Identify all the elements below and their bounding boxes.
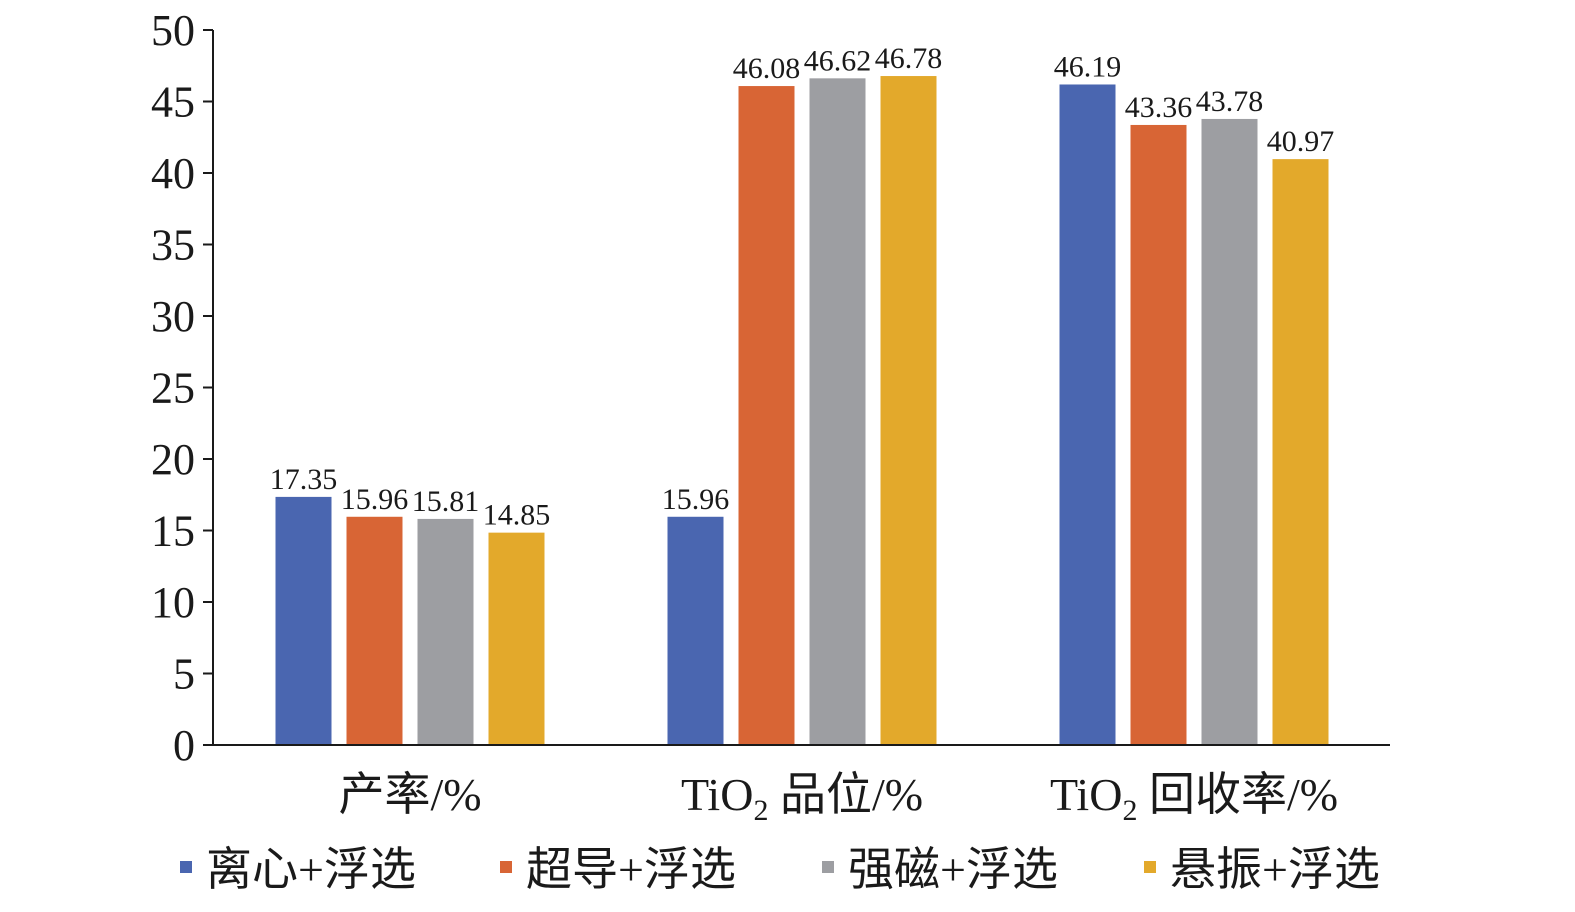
legend-label: 强磁+浮选 bbox=[848, 844, 1058, 895]
legend-swatch bbox=[1144, 861, 1156, 873]
bar bbox=[1201, 118, 1258, 746]
data-label: 46.78 bbox=[875, 42, 943, 75]
legend-label: 离心+浮选 bbox=[206, 844, 416, 895]
data-label: 46.19 bbox=[1054, 50, 1122, 83]
x-category-label: 产率/% bbox=[338, 769, 481, 820]
data-label: 40.97 bbox=[1267, 125, 1335, 158]
x-category-labels: 产率/% TiO2 品位/% TiO2 回收率/% bbox=[338, 769, 1338, 827]
data-label: 43.78 bbox=[1196, 85, 1264, 118]
y-tick-label: 40 bbox=[151, 149, 195, 198]
y-tick-label: 15 bbox=[151, 507, 195, 556]
y-tick-label: 20 bbox=[151, 435, 195, 484]
category-label-text: 回收率/% bbox=[1137, 769, 1338, 820]
bar bbox=[880, 76, 937, 745]
y-tick-label: 35 bbox=[151, 221, 195, 270]
y-tick-labels: 0 5 10 15 20 25 30 35 40 45 50 bbox=[151, 6, 195, 770]
bar bbox=[1130, 124, 1187, 745]
category-label-text: 品位/% bbox=[768, 769, 923, 820]
bar bbox=[1059, 84, 1116, 745]
data-labels-layer: 17.3515.9646.1915.9646.0843.3615.8146.62… bbox=[270, 42, 1335, 532]
data-label: 15.96 bbox=[341, 483, 409, 516]
bar bbox=[1272, 159, 1329, 745]
y-tick-label: 50 bbox=[151, 6, 195, 55]
y-tick-label: 10 bbox=[151, 578, 195, 627]
category-label-prefix: TiO bbox=[1050, 769, 1122, 820]
legend-swatch bbox=[180, 861, 192, 873]
y-tick-label: 30 bbox=[151, 292, 195, 341]
y-tick-label: 5 bbox=[173, 650, 195, 699]
x-category-label: TiO2 品位/% bbox=[681, 769, 923, 827]
bars-layer bbox=[275, 76, 1329, 746]
category-label-subscript: 2 bbox=[1122, 794, 1137, 827]
data-label: 14.85 bbox=[483, 499, 551, 532]
bar bbox=[417, 518, 474, 745]
data-label: 46.08 bbox=[733, 52, 801, 85]
bar bbox=[809, 78, 866, 746]
bar bbox=[488, 532, 545, 745]
legend-swatch bbox=[500, 861, 512, 873]
y-tick-label: 25 bbox=[151, 364, 195, 413]
data-label: 15.81 bbox=[412, 485, 480, 518]
data-label: 15.96 bbox=[662, 483, 730, 516]
bar bbox=[667, 516, 724, 745]
x-category-label: TiO2 回收率/% bbox=[1050, 769, 1338, 827]
legend-label: 超导+浮选 bbox=[526, 844, 736, 895]
bar bbox=[738, 86, 795, 745]
y-tick-label: 45 bbox=[151, 78, 195, 127]
y-tick-label: 0 bbox=[173, 721, 195, 770]
data-label: 43.36 bbox=[1125, 91, 1193, 124]
category-label-text: 产率/% bbox=[338, 769, 481, 820]
axes-layer bbox=[203, 29, 1390, 746]
data-label: 17.35 bbox=[270, 463, 338, 496]
legend-label: 悬振+浮选 bbox=[1170, 844, 1380, 895]
data-label: 46.62 bbox=[804, 44, 872, 77]
category-label-subscript: 2 bbox=[753, 794, 768, 827]
category-label-prefix: TiO bbox=[681, 769, 753, 820]
legend-swatch bbox=[822, 861, 834, 873]
bar bbox=[346, 516, 403, 745]
bar bbox=[275, 496, 332, 745]
legend: 离心+浮选 超导+浮选 强磁+浮选 悬振+浮选 bbox=[180, 844, 1380, 895]
